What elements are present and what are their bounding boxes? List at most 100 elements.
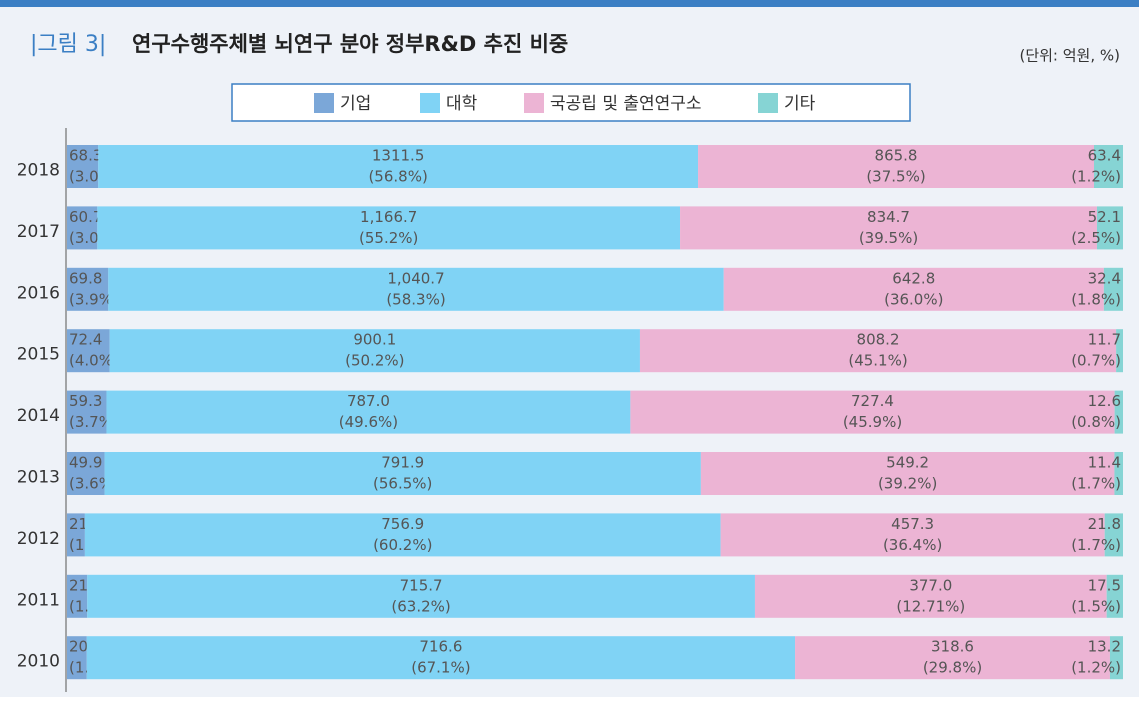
value-label: 11.7: [1088, 331, 1121, 349]
percent-label: (45.9%): [843, 413, 902, 431]
bar-segment: [1106, 574, 1123, 618]
percent-label: (3.7%): [69, 413, 119, 431]
bar-segment: [680, 206, 1097, 250]
bar-segment: [67, 145, 99, 188]
bar-segment: [98, 145, 699, 188]
legend-swatch: [758, 93, 778, 113]
y-tick-label: 2012: [17, 529, 60, 549]
percent-label: (12.71%): [896, 597, 965, 615]
value-label: 17.5: [1088, 576, 1121, 594]
bar-segment: [104, 452, 701, 495]
bar-segment: [67, 513, 85, 557]
bar-segment: [97, 206, 681, 250]
percent-label: (1.2%): [1071, 659, 1121, 677]
value-label: 900.1: [353, 331, 396, 349]
percent-label: (56.8%): [368, 168, 427, 186]
bar-segment: [108, 267, 724, 311]
value-label: 72.4: [69, 331, 102, 349]
legend-label: 기타: [784, 94, 816, 114]
y-tick-label: 2018: [17, 161, 60, 181]
value-label: 808.2: [857, 331, 900, 349]
legend-swatch: [524, 93, 544, 113]
value-label: 457.3: [891, 515, 934, 533]
value-label: 791.9: [381, 454, 424, 472]
y-tick-label: 2014: [17, 406, 60, 426]
value-label: 318.6: [931, 638, 974, 656]
y-tick-label: 2017: [17, 222, 60, 242]
value-label: 12.6: [1088, 392, 1121, 410]
y-tick-label: 2016: [17, 283, 60, 303]
unit-label: (단위: 억원, %): [1019, 47, 1120, 65]
percent-label: (49.6%): [339, 413, 398, 431]
y-tick-label: 2013: [17, 468, 60, 488]
bar-segment: [84, 513, 721, 557]
value-label: 11.4: [1088, 454, 1121, 472]
bar-segment: [109, 329, 640, 373]
bar-segment: [1114, 452, 1123, 495]
bar-segment: [67, 329, 110, 373]
bar-segment: [723, 267, 1104, 311]
bar-segment: [720, 513, 1105, 557]
bar-segment: [698, 145, 1095, 188]
bar-segment: [1114, 390, 1123, 434]
legend-label: 대학: [446, 94, 478, 114]
bar-segment: [1109, 636, 1123, 680]
legend-label: 국공립 및 출연연구소: [550, 94, 702, 114]
bar-segment: [1094, 145, 1123, 188]
percent-label: (1.8%): [1071, 290, 1121, 308]
legend-swatch: [314, 93, 334, 113]
value-label: 60.7: [69, 208, 102, 226]
value-label: 377.0: [909, 576, 952, 594]
value-label: 32.4: [1088, 269, 1121, 287]
percent-label: (39.2%): [878, 475, 937, 493]
percent-label: (56.5%): [373, 475, 432, 493]
figure-label: |그림 3|: [30, 32, 106, 57]
legend-label: 기업: [340, 94, 371, 114]
percent-label: (29.8%): [923, 659, 982, 677]
value-label: 13.2: [1088, 638, 1121, 656]
percent-label: (63.2%): [391, 597, 450, 615]
percent-label: (45.1%): [848, 352, 907, 370]
value-label: 549.2: [886, 454, 929, 472]
percent-label: (4.0%): [69, 352, 119, 370]
value-label: 1,166.7: [360, 208, 417, 226]
value-label: 1311.5: [372, 147, 425, 165]
bar-segment: [67, 267, 109, 311]
chart-title: 연구수행주체별 뇌연구 분야 정부R&D 추진 비중: [132, 32, 568, 56]
y-tick-label: 2010: [17, 652, 60, 672]
bar-segment: [700, 452, 1115, 495]
value-label: 834.7: [867, 208, 910, 226]
bar-segment: [86, 636, 796, 680]
legend-swatch: [420, 93, 440, 113]
value-label: 49.9: [69, 454, 102, 472]
top-bar: [0, 0, 1139, 7]
bar-segment: [67, 390, 107, 434]
value-label: 715.7: [400, 576, 443, 594]
value-label: 52.1: [1088, 208, 1121, 226]
bar-segment: [67, 452, 105, 495]
percent-label: (1.7%): [1071, 475, 1121, 493]
value-label: 716.6: [419, 638, 462, 656]
percent-label: (1.7%): [1071, 536, 1121, 554]
percent-label: (60.2%): [373, 536, 432, 554]
percent-label: (67.1%): [411, 659, 470, 677]
bar-segment: [1116, 329, 1123, 373]
percent-label: (37.5%): [866, 168, 925, 186]
y-tick-label: 2011: [17, 590, 60, 610]
percent-label: (39.5%): [859, 229, 918, 247]
percent-label: (58.3%): [386, 290, 445, 308]
legend: [231, 83, 911, 122]
percent-label: (2.5%): [1071, 229, 1121, 247]
value-label: 787.0: [347, 392, 390, 410]
percent-label: (36.4%): [883, 536, 942, 554]
value-label: 21.8: [1088, 515, 1121, 533]
bar-segment: [67, 206, 98, 250]
bar-segment: [106, 390, 631, 434]
bar-segment: [87, 574, 755, 618]
value-label: 1,040.7: [387, 269, 444, 287]
percent-label: (50.2%): [345, 352, 404, 370]
bar-segment: [1104, 513, 1123, 557]
percent-label: (3.9%): [69, 290, 119, 308]
value-label: 69.8: [69, 269, 102, 287]
value-label: 63.4: [1088, 147, 1121, 165]
